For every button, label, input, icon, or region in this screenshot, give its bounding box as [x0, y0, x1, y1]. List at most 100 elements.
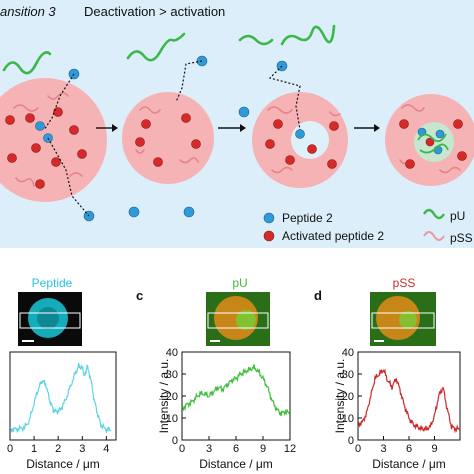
chart-pss-profile: 0 3 6 9 0 10 20 30 40 Distance / μm Intensity / a.… — [333, 347, 461, 471]
pss-strand — [271, 166, 293, 174]
pu-chain — [280, 24, 336, 46]
process-arrows — [96, 124, 380, 132]
chart-pu-profile: 0 3 6 9 12 0 10 20 30 40 Distance / μm Intensity / … — [157, 347, 296, 471]
activated-dot — [135, 137, 145, 147]
y-axis-label: Intensity / a.u. — [333, 359, 347, 434]
activated-dot — [53, 107, 63, 117]
legend-peptide-marker — [263, 212, 275, 224]
legend-pu-marker — [422, 208, 446, 220]
trajectory-path — [175, 60, 203, 103]
activated-dot — [405, 159, 415, 169]
activated-dot — [25, 113, 35, 123]
y-axis-label: Intensity / a.u. — [157, 359, 171, 434]
x-tick-label: 6 — [406, 443, 412, 455]
line-scan-roi — [19, 312, 81, 329]
activated-dot — [399, 119, 409, 129]
line-scan-roi — [207, 312, 269, 329]
y-tick-label: 40 — [342, 347, 354, 359]
pss-strand — [267, 106, 293, 114]
x-tick-label: 9 — [431, 443, 437, 455]
arrow-head — [374, 124, 380, 132]
activated-dot — [425, 137, 435, 147]
activated-dot — [191, 139, 201, 149]
pu-chain — [419, 143, 449, 154]
y-tick-label: 0 — [348, 435, 354, 447]
pss-strand — [15, 177, 35, 187]
peptide-dot — [128, 206, 140, 218]
micrograph-core — [399, 311, 417, 329]
y-tick-label: 20 — [342, 391, 354, 403]
activated-dot — [285, 155, 295, 165]
x-tick-label: 4 — [103, 443, 109, 455]
series-line — [357, 368, 461, 434]
pss-strand — [179, 157, 199, 164]
x-tick-label: 1 — [31, 443, 37, 455]
series-line — [10, 362, 112, 435]
free-pu-chains — [2, 24, 336, 75]
x-tick-label: 0 — [179, 443, 185, 455]
activated-dot — [77, 149, 87, 159]
activated-dot — [273, 119, 283, 129]
panel-c-letter: c — [136, 288, 143, 303]
schematic-title: Deactivation > activation — [84, 4, 225, 19]
activated-peptides — [5, 107, 467, 189]
arrow-head — [112, 124, 118, 132]
x-tick-label: 2 — [55, 443, 61, 455]
peptide-dot — [295, 129, 305, 139]
x-axis-label: Distance / μm — [26, 457, 100, 471]
panel-peptide-title: Peptide — [32, 276, 73, 290]
legend-pss-label: pSS — [450, 231, 473, 245]
micrograph-core — [236, 310, 256, 330]
y-tick-label: 10 — [342, 413, 354, 425]
y-tick-label: 30 — [342, 369, 354, 381]
pu-chain — [126, 32, 186, 62]
inner-peptides — [35, 121, 445, 155]
activated-dot — [153, 157, 163, 167]
pss-strand — [439, 166, 461, 174]
panel-pss-micrograph — [370, 292, 436, 346]
activated-dot — [453, 119, 463, 129]
x-tick-label: 6 — [233, 443, 239, 455]
x-tick-label: 3 — [206, 443, 212, 455]
activated-dot — [141, 119, 151, 129]
pu-chain — [417, 133, 447, 143]
line-scan-roi — [371, 312, 435, 329]
pss-strand — [13, 104, 39, 112]
activated-dot — [51, 157, 61, 167]
droplet-2 — [122, 92, 214, 184]
pss-strand — [69, 172, 83, 177]
activated-dot — [457, 151, 467, 161]
x-tick-label: 12 — [284, 443, 296, 455]
trajectory-path — [43, 73, 75, 131]
pss-strand — [47, 92, 69, 100]
activated-dot — [181, 113, 191, 123]
peptide-dot — [238, 106, 250, 118]
x-tick-label: 3 — [380, 443, 386, 455]
x-tick-label: 0 — [7, 443, 13, 455]
droplet-3 — [252, 92, 348, 188]
activated-dot — [5, 115, 15, 125]
y-tick-label: 10 — [166, 413, 178, 425]
activated-dot — [265, 139, 275, 149]
trajectory-path — [268, 65, 301, 131]
y-tick-label: 20 — [166, 391, 178, 403]
panel-d-letter: d — [314, 288, 322, 303]
series-line — [181, 364, 291, 417]
peptide-dot — [435, 129, 445, 139]
activated-dot — [329, 121, 339, 131]
activated-dot — [307, 144, 317, 154]
panel-pu-title: pU — [232, 276, 247, 290]
x-tick-label: 0 — [355, 443, 361, 455]
trajectory-path — [47, 137, 90, 217]
arrow-head — [240, 124, 246, 132]
peptide-dot — [35, 121, 45, 131]
pss-strand — [329, 111, 341, 117]
pu-chain — [2, 51, 52, 75]
panel-peptide-micrograph — [18, 292, 82, 346]
x-tick-label: 3 — [79, 443, 85, 455]
y-tick-label: 0 — [172, 435, 178, 447]
activated-dot — [69, 125, 79, 135]
activated-dot — [35, 179, 45, 189]
